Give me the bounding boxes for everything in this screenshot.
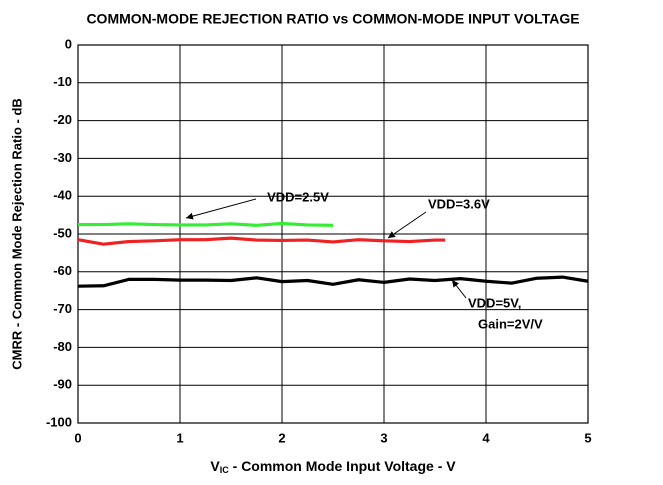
y-tick-label: 0: [65, 36, 72, 51]
x-tick-label: 3: [380, 430, 387, 445]
y-tick-label: -10: [53, 74, 72, 89]
y-axis-label: CMRR - Common Mode Rejection Ratio - dB: [9, 98, 24, 370]
annotation: VDD=5V,: [468, 295, 521, 310]
y-tick-label: -70: [53, 301, 72, 316]
x-axis-label: VIC - Common Mode Input Voltage - V: [210, 458, 456, 476]
y-tick-label: -60: [53, 263, 72, 278]
y-tick-label: -30: [53, 150, 72, 165]
x-label-sub: IC: [220, 465, 230, 475]
x-tick-label: 0: [74, 430, 81, 445]
series-line: [78, 221, 334, 227]
x-tick-label: 5: [584, 430, 591, 445]
annotation-arrow: [185, 198, 257, 220]
y-tick-label: -50: [53, 225, 72, 240]
y-tick-label: -20: [53, 112, 72, 127]
x-tick-label: 2: [278, 430, 285, 445]
x-tick-label: 4: [482, 430, 490, 445]
chart-title: COMMON-MODE REJECTION RATIO vs COMMON-MO…: [86, 11, 579, 27]
y-tick-label: -100: [46, 414, 72, 429]
annotation: VDD=3.6V: [428, 196, 490, 211]
series-line: [77, 275, 589, 288]
y-tick-label: -80: [53, 339, 72, 354]
annotation-arrow: [451, 279, 467, 299]
y-tick-label: -40: [53, 188, 72, 203]
annotation-arrow: [387, 211, 427, 239]
y-tick-label: -90: [53, 377, 72, 392]
plot-frame: [77, 44, 589, 424]
annotation: Gain=2V/V: [478, 316, 543, 331]
x-label-rest: - Common Mode Input Voltage - V: [229, 458, 456, 474]
annotation: VDD=2.5V: [267, 189, 329, 204]
series-line: [77, 236, 446, 246]
x-tick-label: 1: [176, 430, 183, 445]
x-label-main: V: [210, 458, 220, 474]
